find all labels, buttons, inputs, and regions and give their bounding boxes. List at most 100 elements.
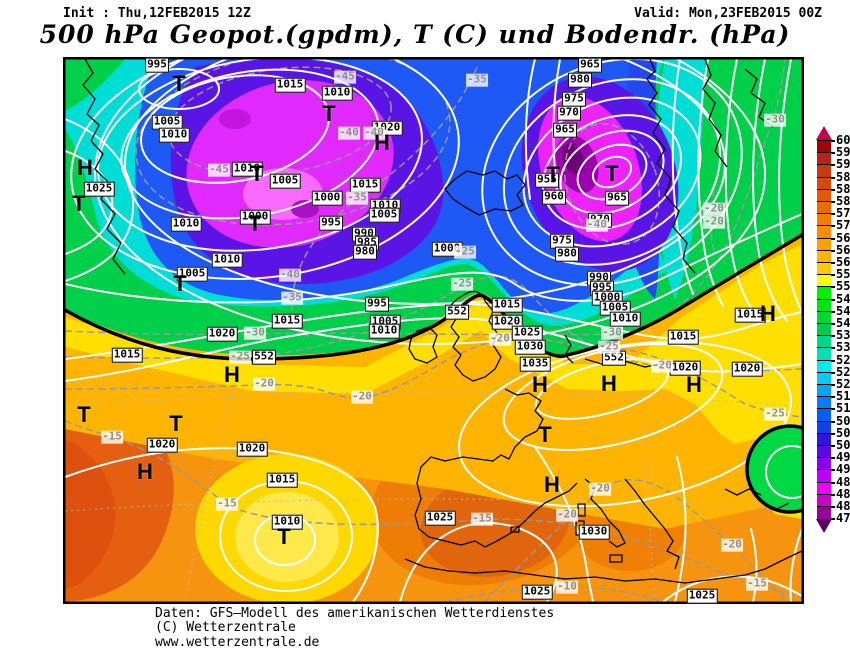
scale-tick-label: 548 <box>836 291 850 306</box>
scale-tick <box>831 164 835 167</box>
pressure-label: 1005 <box>599 300 631 316</box>
pressure-label: 1035 <box>519 356 551 372</box>
pressure-label: 1015 <box>491 297 523 313</box>
high-center-marker: H <box>374 130 390 155</box>
scale-segment <box>817 457 831 471</box>
scale-tick <box>831 481 835 484</box>
low-center-marker: T <box>546 162 560 187</box>
scale-segment <box>817 164 831 178</box>
low-center-marker: T <box>322 101 336 126</box>
temperature-label: -35 <box>281 290 303 305</box>
scale-tick <box>831 408 835 411</box>
scale-segment <box>817 201 831 215</box>
scale-tick <box>831 396 835 399</box>
scale-tick <box>831 420 835 423</box>
temperature-label: -15 <box>101 429 123 444</box>
temperature-label: -30 <box>601 325 623 340</box>
low-center-marker: T <box>77 402 91 427</box>
pressure-label: 1005 <box>176 266 208 282</box>
temperature-label: -15 <box>746 576 768 591</box>
temperature-label: -20 <box>556 507 578 522</box>
map-label-layer: 995 1015 1005 1010 1025 1010 1005 1000 1010 1010 1… <box>65 57 802 604</box>
scale-tick <box>831 371 835 374</box>
map-title: 500 hPa Geopot.(gpdm), T (C) und Bodendr… <box>39 20 791 49</box>
temperature-label: -40 <box>363 125 385 140</box>
pressure-label: 1020 <box>669 360 701 376</box>
pressure-label: 1025 <box>511 325 543 341</box>
scale-tick-label: 556 <box>836 267 850 282</box>
field-yellow-band <box>65 244 802 519</box>
scale-tick-label: 564 <box>836 242 850 257</box>
low-center-marker: T <box>538 422 552 447</box>
temperature-label: -20 <box>721 537 743 552</box>
scale-segment <box>817 371 831 385</box>
pressure-label: 975 <box>562 91 586 107</box>
scale-tick-label: 576 <box>836 206 850 221</box>
scale-segment <box>817 481 831 495</box>
scale-tick <box>831 518 835 521</box>
scale-segment <box>817 152 831 166</box>
scale-segment <box>817 176 831 190</box>
low-center-marker: T <box>250 161 264 186</box>
footer-copyright: (C) Wetterzentrale <box>155 620 296 636</box>
pressure-label: 980 <box>568 72 592 88</box>
temperature-label: -20 <box>253 376 275 391</box>
scale-tick-label: 508 <box>836 413 850 428</box>
scale-segment <box>817 274 831 288</box>
scale-segment <box>817 420 831 434</box>
scale-segment <box>817 506 831 520</box>
scale-tick-label: 520 <box>836 377 850 391</box>
pressure-label: 1025 <box>686 588 718 604</box>
scale-tick <box>831 237 835 240</box>
high-center-marker: H <box>686 372 702 397</box>
scale-tick-label: 492 <box>836 462 850 477</box>
temperature-label: -20 <box>703 201 725 216</box>
pressure-label: 1005 <box>368 207 400 223</box>
pressure-label: 1015 <box>734 307 766 323</box>
temperature-label: -20 <box>489 331 511 346</box>
geopotential-552-label: 552 <box>445 304 469 320</box>
low-center-marker: T <box>277 524 291 549</box>
temperature-label: -20 <box>589 481 611 496</box>
pressure-label: 965 <box>553 122 577 138</box>
pressure-label: 1015 <box>271 313 303 329</box>
scale-tick <box>831 432 835 435</box>
scale-tick <box>831 469 835 472</box>
pressure-label: 1010 <box>368 323 400 339</box>
footer-data-source: Daten: GFS—Modell des amerikanischen Wet… <box>155 606 555 621</box>
scale-tick-label: 540 <box>836 316 850 330</box>
scale-tick-label: 500 <box>836 438 850 452</box>
scale-tick-label: 588 <box>836 169 850 184</box>
scale-segment <box>817 286 831 300</box>
scale-tick <box>831 152 835 155</box>
scale-tick-label: 536 <box>836 328 850 343</box>
pressure-label: 980 <box>353 244 377 260</box>
scale-segment <box>817 298 831 312</box>
temperature-label: -25 <box>454 244 476 259</box>
low-center-marker: T <box>605 161 619 186</box>
temperature-label: -40 <box>338 125 360 140</box>
temperature-label: -25 <box>451 276 473 291</box>
scale-segment <box>817 347 831 361</box>
scale-tick-label: 476 <box>836 511 850 526</box>
pressure-label: 1020 <box>146 437 178 453</box>
scale-tick-label: 568 <box>836 230 850 245</box>
pressure-label: 1010 <box>321 85 353 101</box>
temperature-label: -25 <box>764 406 786 421</box>
scale-arrow-up <box>816 126 832 140</box>
geopotential-552-label: 552 <box>252 349 276 365</box>
scale-segment <box>817 359 831 373</box>
temperature-label: -25 <box>598 339 620 354</box>
scale-tick-label: 544 <box>836 303 850 318</box>
scale-tick <box>831 506 835 508</box>
scale-tick-label: 504 <box>836 425 850 440</box>
scale-tick <box>831 359 835 362</box>
high-center-marker: H <box>760 301 776 326</box>
scale-tick-label: 524 <box>836 364 850 379</box>
scale-tick <box>831 323 835 325</box>
scale-segment <box>817 445 831 459</box>
footer-website: www.wetterzentrale.de <box>155 634 320 650</box>
pressure-label: 1005 <box>269 173 301 189</box>
low-center-marker: T <box>169 411 183 436</box>
temperature-label: -30 <box>244 325 266 340</box>
